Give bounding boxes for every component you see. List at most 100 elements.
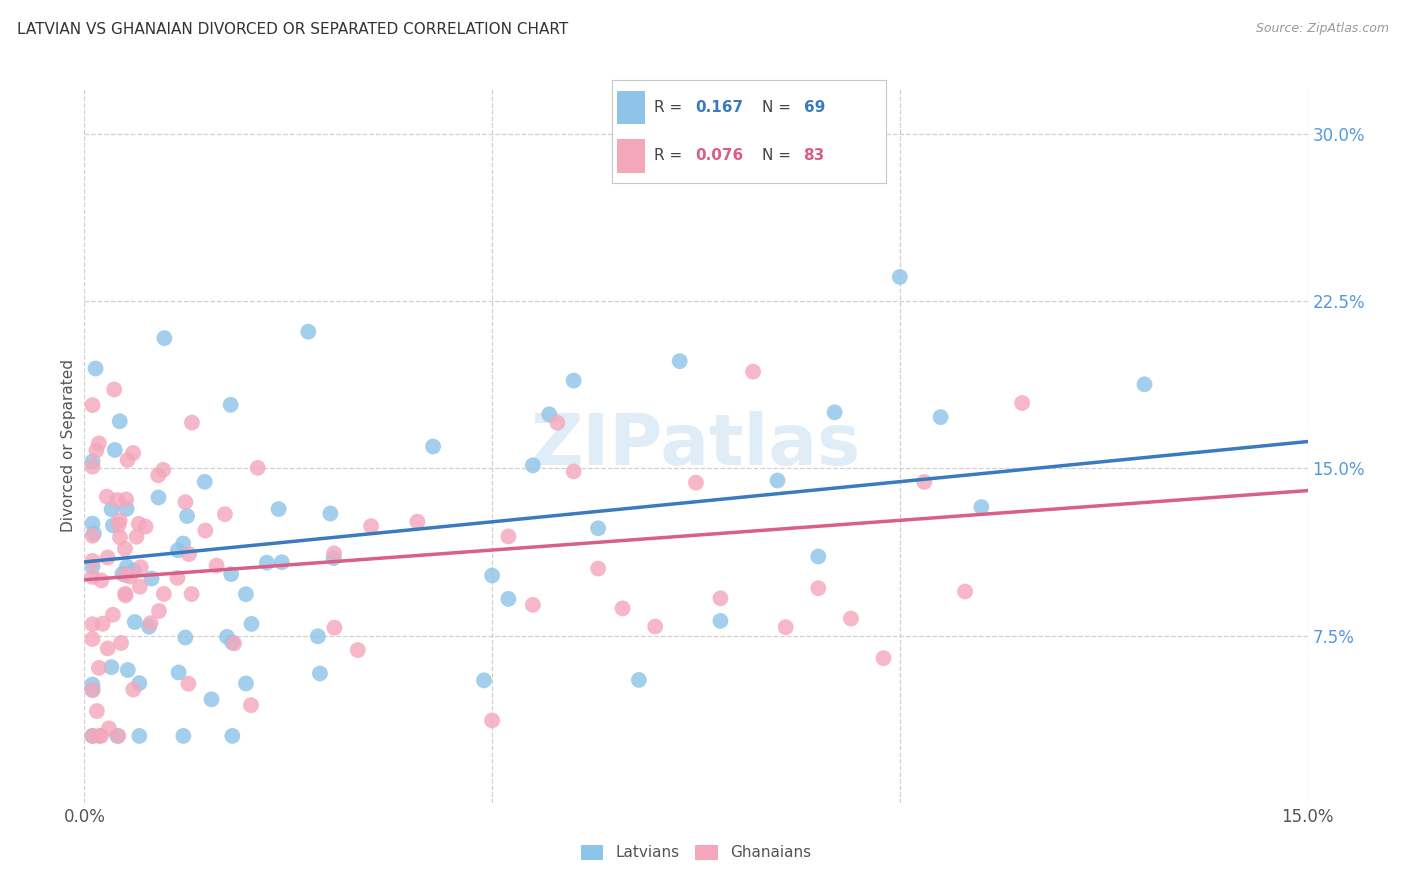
Point [97,550,120,565]
Point [82,632,104,646]
Point [839,611,862,625]
Text: 0.076: 0.076 [695,148,744,163]
Point [82,454,104,468]
Text: ZIPatlas: ZIPatlas [531,411,860,481]
Point [153,331,176,345]
Point [96,490,118,504]
Point [766,474,789,488]
Point [82,617,104,632]
Point [240,698,263,713]
Point [246,460,269,475]
Point [221,635,243,649]
Point [108,414,131,428]
Point [125,530,148,544]
Point [82,682,104,697]
Point [167,665,190,680]
Point [221,729,243,743]
Point [172,536,194,550]
Point [481,714,503,728]
Point [322,551,344,566]
Point [138,620,160,634]
Point [562,374,585,388]
Point [107,517,129,532]
Point [297,325,319,339]
Point [141,572,163,586]
Point [97,722,120,736]
Point [122,446,145,460]
Point [319,507,342,521]
Point [538,408,561,422]
Point [90,574,112,588]
Point [82,559,104,574]
Point [82,554,104,568]
Point [134,519,156,533]
Point [181,416,204,430]
Point [89,729,111,743]
Bar [617,139,644,173]
Text: Source: ZipAtlas.com: Source: ZipAtlas.com [1256,22,1389,36]
Point [82,516,104,531]
Point [346,643,368,657]
Point [1011,396,1033,410]
Point [685,475,707,490]
Point [912,475,935,489]
Point [627,673,650,687]
Point [82,529,104,543]
Point [108,514,131,528]
Point [167,543,190,558]
Text: R =: R = [654,148,688,163]
Point [307,629,329,643]
Point [219,398,242,412]
Point [128,729,150,743]
Text: 83: 83 [804,148,825,163]
Point [115,501,138,516]
Point [100,660,122,674]
Point [103,383,125,397]
Point [111,566,134,581]
Point [522,598,544,612]
Point [194,524,217,538]
Y-axis label: Divorced or Separated: Divorced or Separated [60,359,76,533]
Point [205,558,228,573]
Point [117,453,139,467]
Text: 0.167: 0.167 [695,100,744,115]
Point [148,468,170,483]
Point [174,495,197,509]
Point [586,561,609,575]
Point [82,677,104,691]
Point [114,541,136,556]
Text: LATVIAN VS GHANAIAN DIVORCED OR SEPARATED CORRELATION CHART: LATVIAN VS GHANAIAN DIVORCED OR SEPARATE… [17,22,568,37]
Point [267,502,290,516]
Point [200,692,222,706]
Point [118,569,141,583]
Point [97,641,120,656]
Point [807,581,830,595]
Point [522,458,544,473]
Point [177,676,200,690]
Point [644,619,666,633]
Text: N =: N = [762,100,796,115]
Point [124,615,146,629]
Point [194,475,217,489]
Text: N =: N = [762,148,796,163]
Point [82,683,104,698]
Point [970,500,993,514]
Point [83,526,105,541]
Point [406,515,429,529]
Point [742,365,765,379]
Point [139,616,162,631]
Point [108,530,131,544]
Point [224,636,246,650]
Point [84,361,107,376]
Legend: Latvians, Ghanaians: Latvians, Ghanaians [575,838,817,866]
Point [824,405,846,419]
Point [122,682,145,697]
Point [128,676,150,690]
Point [82,729,104,743]
Point [153,587,176,601]
Point [270,555,292,569]
Point [219,567,242,582]
Point [180,587,202,601]
Point [848,122,870,136]
Point [86,443,108,458]
